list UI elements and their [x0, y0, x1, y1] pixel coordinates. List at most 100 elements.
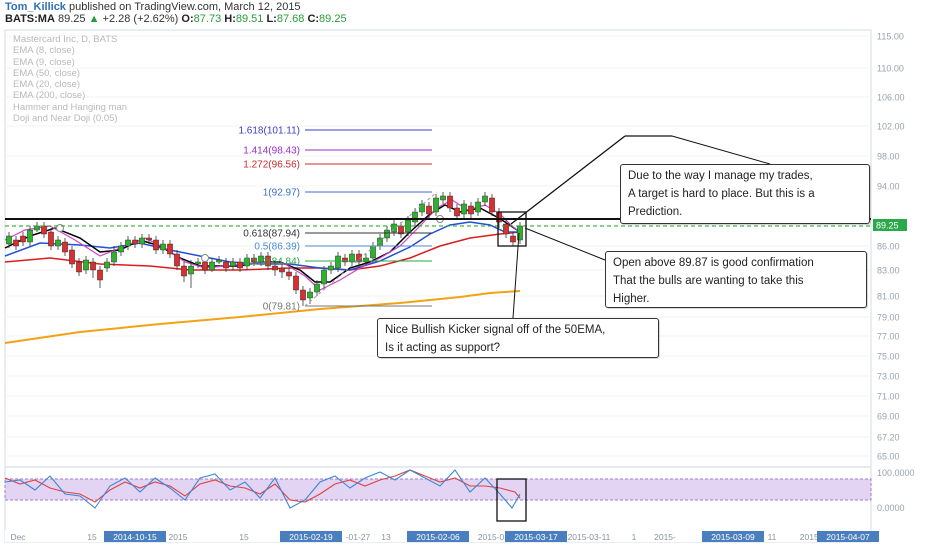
kicker-highlight-box: [497, 211, 527, 247]
candle-body: [48, 231, 54, 247]
candle-body: [251, 257, 257, 263]
candle-body: [202, 261, 208, 271]
time-axis-label: -01-27: [346, 532, 371, 542]
kicker-callout-pointer: [512, 232, 520, 319]
symbol: BATS:MA: [5, 13, 55, 25]
candle-body: [195, 261, 201, 265]
low-value: 87.68: [276, 13, 305, 25]
time-axis-label: 2015: [169, 532, 188, 542]
candle-body: [447, 195, 453, 209]
rsi-panel: [4, 466, 872, 522]
candle-body: [356, 253, 362, 263]
candle-body: [286, 271, 292, 277]
candle-body: [69, 249, 75, 265]
time-axis-highlight: [817, 531, 879, 542]
price-axis-label: 69.00: [877, 412, 900, 422]
price-axis-label: 110.00: [877, 64, 904, 74]
price-axis-label: 71.00: [877, 392, 900, 402]
candle-body: [412, 211, 418, 223]
candle-body: [104, 261, 110, 269]
candle-body: [13, 239, 19, 247]
candle-body: [20, 235, 26, 243]
candle-body: [349, 253, 355, 263]
fib-level-label: 0.618(87.94): [243, 229, 300, 240]
time-axis-label: 2014-10-15: [113, 532, 157, 542]
time-axis-label: 15: [87, 532, 97, 542]
time-axis-highlight: [702, 531, 764, 542]
price-axis-label: 89.25: [876, 221, 899, 231]
legend-doji[interactable]: Doji and Near Doji (0.05): [13, 113, 118, 125]
author-link[interactable]: Tom_Killick: [5, 1, 66, 13]
candle-body: [230, 261, 236, 267]
close-label: C:: [307, 13, 320, 25]
ema-20-line: [4, 221, 520, 271]
legend-ema-50[interactable]: EMA (50, close): [13, 67, 81, 79]
candle-body: [41, 225, 47, 235]
candle-body: [27, 229, 33, 243]
time-axis-label: 2015-02-06: [416, 532, 460, 542]
price-change: +2.28 (+2.62%): [102, 13, 179, 25]
candle-body: [335, 255, 341, 269]
close-value: 89.25: [319, 13, 347, 25]
published-text: published on TradingView.com, March 12, …: [69, 1, 301, 13]
price-axis-label: 94.00: [877, 182, 900, 192]
time-axis-highlight: [505, 531, 567, 542]
candle-body: [181, 265, 187, 277]
kicker-annotation[interactable]: Nice Bullish Kicker signal off of the 50…: [377, 318, 659, 358]
price-axis-label: 67.20: [877, 433, 900, 443]
price-axis-label: 77.00: [877, 332, 900, 342]
candle-body: [503, 223, 509, 235]
fib-diagonal: [304, 191, 438, 307]
legend-hammer[interactable]: Hammer and Hanging man: [13, 101, 128, 113]
price-axis-label: 106.00: [877, 93, 905, 103]
time-axis-label: 2015-03-09: [711, 532, 755, 542]
ema-8-line: [4, 204, 521, 283]
last-price: 89.25: [57, 13, 86, 25]
legend-title[interactable]: Mastercard Inc, D, BATS: [13, 34, 118, 45]
legend-ema-8[interactable]: EMA (8, close): [13, 45, 75, 57]
open-value: 87.73: [193, 13, 222, 25]
candle-body: [223, 261, 229, 269]
annotation-line: Prediction.: [628, 206, 683, 218]
candle-body: [482, 195, 488, 203]
price-axis-label: 75.00: [877, 352, 900, 362]
candle-body: [370, 245, 376, 259]
legend-ema-200[interactable]: EMA (200, close): [13, 90, 86, 102]
open-label: O:: [181, 13, 194, 25]
candle-body: [188, 265, 194, 275]
rsi-blue-line: [4, 469, 521, 509]
time-axis-label: Dec: [10, 532, 26, 542]
fibonacci-levels: 1.618(101.11) 1.414(98.43) 1.272(96.56) 1(9…: [238, 126, 438, 313]
price-axis-label: 98.00: [877, 152, 900, 162]
candle-body: [426, 205, 432, 215]
time-axis-label: 2015-: [654, 532, 676, 542]
time-axis-label: 13: [381, 532, 391, 542]
candle-body: [272, 265, 278, 271]
candle-body: [419, 203, 425, 213]
legend-ema-9[interactable]: EMA (9, close): [13, 56, 75, 68]
candle-body: [468, 205, 474, 215]
high-label: H:: [224, 13, 236, 25]
candle-body: [174, 253, 180, 267]
candle-body: [265, 255, 271, 267]
candle-body: [111, 251, 117, 263]
candle-body: [314, 283, 320, 293]
candle-body: [83, 259, 89, 271]
rsi-axis-label: 0.0000: [877, 503, 905, 513]
open-confirmation-annotation[interactable]: Open above 89.87 is good confirmation Th…: [605, 251, 867, 308]
candle-body: [510, 235, 516, 243]
candle-body: [293, 275, 299, 291]
target-annotation[interactable]: Due to the way I manage my trades, A tar…: [620, 164, 870, 224]
fib-level-label: 0(79.81): [263, 302, 300, 313]
rsi-red-line: [4, 469, 521, 503]
candle-body: [153, 239, 159, 251]
candle-body: [125, 239, 131, 247]
candle-body: [496, 211, 502, 223]
legend-ema-20[interactable]: EMA (20, close): [13, 79, 81, 91]
time-axis-label: 11: [768, 532, 777, 542]
target-callout-pointer: [671, 135, 771, 165]
candle-body: [363, 257, 369, 263]
price-axis-label: 65.00: [877, 452, 900, 462]
candle-body: [34, 225, 40, 231]
candle-body: [118, 245, 124, 253]
